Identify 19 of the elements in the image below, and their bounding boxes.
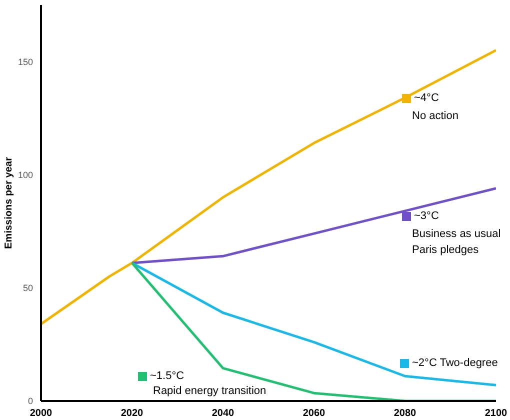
x-tick-label: 2060 — [302, 408, 326, 420]
legend-label: ~2°C Two-degree — [412, 357, 498, 369]
legend-label: ~1.5°C — [150, 370, 184, 382]
y-tick-label: 50 — [22, 283, 33, 294]
y-axis-title: Emissions per year — [4, 157, 15, 249]
annotation: No action — [412, 110, 458, 122]
y-tick-label: 150 — [18, 56, 33, 67]
x-tick-label: 2020 — [120, 408, 144, 420]
x-tick-label: 2040 — [212, 408, 235, 420]
annotation: Rapid energy transition — [153, 385, 266, 397]
y-tick-label: 0 — [28, 396, 33, 406]
legend-label: ~3°C — [414, 210, 439, 222]
x-tick-label: 2100 — [484, 408, 508, 420]
annotation: Paris pledges — [412, 244, 479, 256]
x-tick-label: 2000 — [30, 408, 53, 420]
y-tick-label: 100 — [18, 170, 33, 180]
x-tick-label: 2080 — [394, 408, 417, 420]
annotation: Business as usual — [412, 228, 501, 240]
series-label: ~4°C — [414, 92, 439, 104]
